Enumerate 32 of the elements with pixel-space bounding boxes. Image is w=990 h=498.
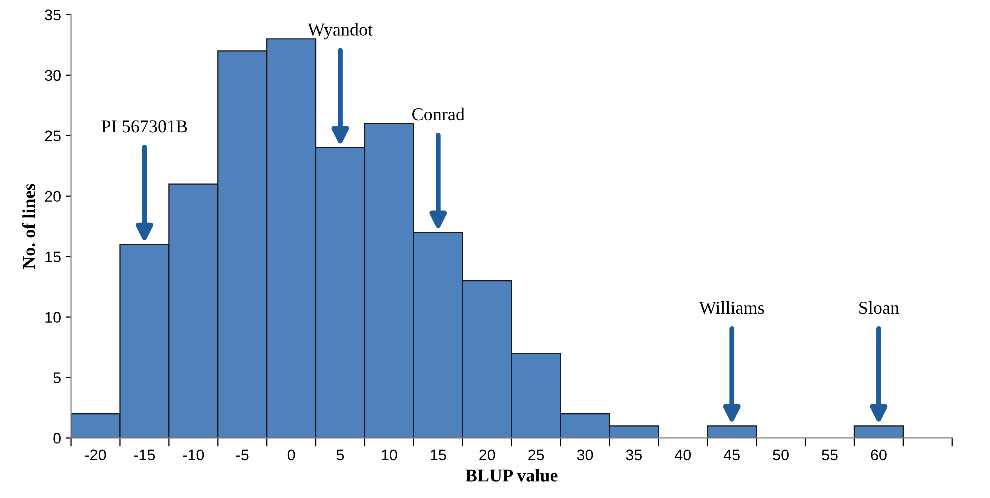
x-tick-label: 30 [577,450,594,461]
y-tick-label: 15 [46,252,61,263]
x-tick-label: 10 [382,450,398,461]
y-tick-label: 5 [54,372,61,384]
y-axis-title: No. of lines [22,184,36,270]
x-tick-label: 0 [288,450,296,461]
x-tick-label: 55 [822,450,838,461]
x-tick-label: -20 [85,450,106,461]
annotation: Williams [699,301,764,314]
x-tick-label: 5 [336,450,344,461]
y-tick-label: 20 [45,191,61,202]
x-tick-label: -10 [183,450,204,461]
y-tick-label: 25 [45,130,61,142]
x-tick-label: 15 [431,450,446,461]
annotation: PI 567301B [102,120,188,133]
annotation: Sloan [860,301,900,314]
y-tick-label: 30 [45,70,61,82]
x-axis-title: BLUP value [466,469,558,482]
x-tick-label: 60 [871,450,887,461]
x-tick-label: -5 [236,450,249,461]
annotation: Wyandot [308,23,373,40]
y-tick-label: 35 [45,10,61,21]
x-tick-label: 25 [528,450,544,461]
y-tick-label: 10 [46,312,61,323]
x-tick-label: 35 [626,450,642,461]
y-tick-label: 0 [54,433,61,444]
x-tick-label: -15 [134,450,156,461]
x-tick-label: 20 [480,450,496,461]
annotation: Conrad [412,108,465,121]
x-tick-label: 50 [773,450,789,461]
x-tick-label: 40 [675,450,692,461]
x-tick-label: 45 [724,450,740,461]
